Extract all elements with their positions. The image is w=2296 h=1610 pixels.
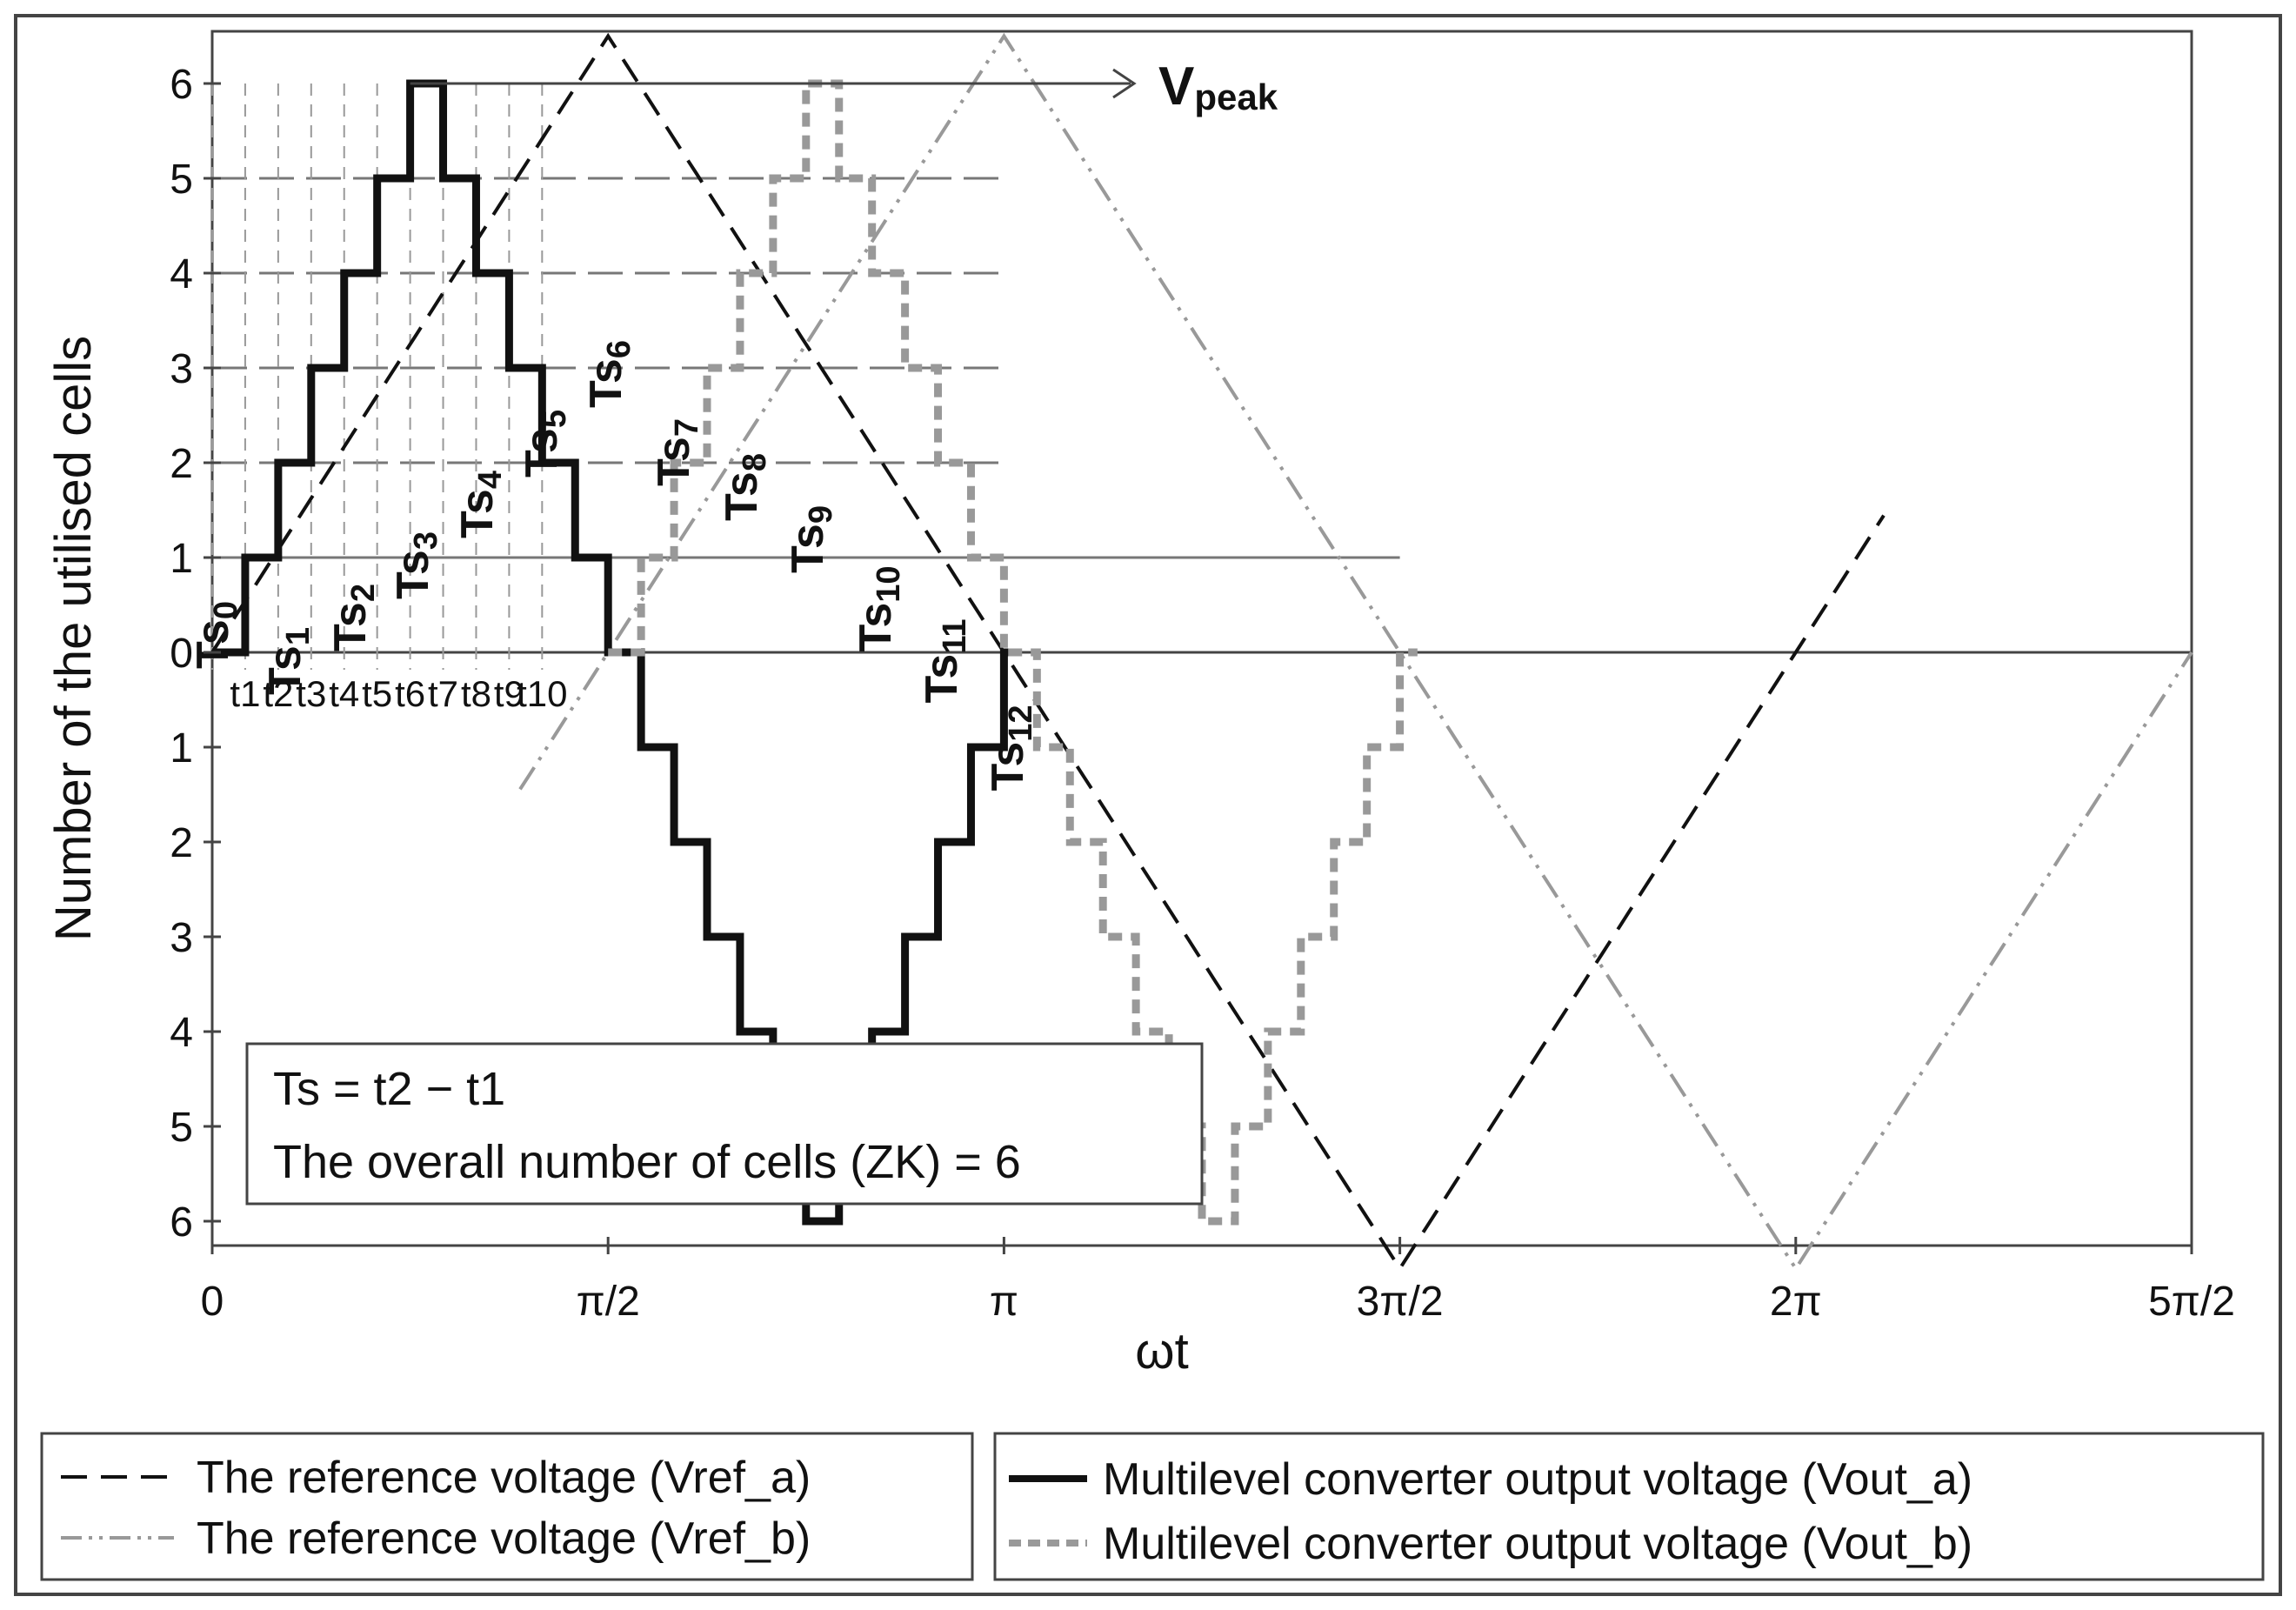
ts-label-sub: 0 [208, 601, 244, 619]
ts-label-sub: 12 [1003, 705, 1039, 741]
y-axis-title: Number of the utilised cells [45, 336, 102, 941]
y-tick-label: 2 [170, 820, 193, 866]
ts-label-sub: 2 [345, 584, 382, 602]
vref-a-line [210, 32, 1886, 1273]
ts-label-sub: 3 [408, 531, 444, 550]
ts-label: Ts9 [783, 505, 839, 573]
y-tick-label: 1 [170, 536, 193, 582]
y-tick-label: 6 [170, 62, 193, 108]
x-tick-label: 5π/2 [2148, 1279, 2235, 1325]
x-tick-label: 2π [1770, 1279, 1822, 1325]
series-layer [210, 32, 2193, 1273]
legend-label: Multilevel converter output voltage (Vou… [1103, 1519, 1972, 1569]
y-tick-label: 3 [170, 346, 193, 392]
ts-label-sub: 1 [280, 627, 317, 645]
t-label: t6 [395, 673, 425, 714]
vout-b-staircase [608, 79, 1418, 1226]
ts-label-sub: 6 [601, 340, 637, 358]
t-label: t8 [461, 673, 491, 714]
t-label: t2 [263, 673, 293, 714]
t-label: t1 [230, 673, 260, 714]
y-tick-label: 0 [170, 631, 193, 677]
y-tick-label: 1 [170, 725, 193, 772]
ts-label-sub: 9 [803, 505, 839, 524]
y-tick-label: 6 [170, 1199, 193, 1246]
t-label: t4 [329, 673, 359, 714]
y-tick-label: 4 [170, 251, 193, 297]
ts-label-sub: 4 [472, 471, 509, 489]
ts-label: Ts12 [983, 705, 1039, 791]
ts-label-sub: 7 [669, 418, 705, 437]
ts-label: Ts10 [851, 565, 907, 651]
y-tick-label: 5 [170, 157, 193, 203]
ts-label: Ts6 [581, 340, 637, 408]
gridlines [211, 84, 2192, 670]
note-box [245, 1042, 1204, 1206]
legend-label: The reference voltage (Vref_b) [197, 1513, 811, 1564]
ts-label: Ts7 [649, 418, 705, 486]
y-tick-label: 4 [170, 1010, 193, 1056]
t-label: t3 [296, 673, 326, 714]
note-line-1: Ts = t2 − t1 [273, 1063, 505, 1115]
legend-label: Multilevel converter output voltage (Vou… [1103, 1454, 1972, 1505]
x-tick-label: π [990, 1279, 1018, 1325]
t-label: t5 [362, 673, 392, 714]
y-tick-label: 3 [170, 915, 193, 961]
note-line-2: The overall number of cells (ZK) = 6 [273, 1136, 1021, 1188]
vpeak-label: Vpeak [1158, 57, 1278, 117]
vpeak-sub: peak [1194, 77, 1278, 117]
ts-label: Ts3 [388, 531, 444, 599]
ts-label: Ts5 [517, 410, 573, 478]
ts-label: Ts0 [188, 601, 244, 669]
y-tick-label: 5 [170, 1105, 193, 1151]
ts-label: Ts11 [917, 619, 973, 704]
ts-label-sub: 11 [937, 619, 973, 654]
legend: The reference voltage (Vref_a) The refere… [61, 1453, 1972, 1569]
figure-frame [14, 14, 2282, 1596]
y-tick-label: 2 [170, 441, 193, 487]
legend-box-right [993, 1432, 2265, 1581]
ts-label-sub: 5 [537, 410, 573, 428]
x-tick-label: π/2 [577, 1279, 640, 1325]
legend-box-left [40, 1432, 974, 1581]
t-label: t7 [428, 673, 458, 714]
ts-label: Ts4 [452, 471, 509, 538]
ts-label: Ts1 [260, 627, 317, 695]
x-axis-title: ωt [1135, 1323, 1188, 1380]
vpeak-arrowhead [1112, 68, 1137, 99]
t-label: t9 [494, 673, 524, 714]
ts-label: Ts2 [325, 584, 382, 651]
vout-a-staircase [212, 79, 1022, 1226]
x-tick-label: 3π/2 [1357, 1279, 1444, 1325]
vref-b-line [518, 32, 2193, 1273]
legend-label: The reference voltage (Vref_a) [197, 1453, 811, 1503]
ts-label-sub: 10 [871, 565, 907, 602]
t-label: t10 [517, 673, 567, 714]
ts-label: Ts8 [717, 453, 773, 521]
x-tick-label: 0 [201, 1279, 224, 1325]
ts-label-sub: 8 [737, 453, 773, 471]
